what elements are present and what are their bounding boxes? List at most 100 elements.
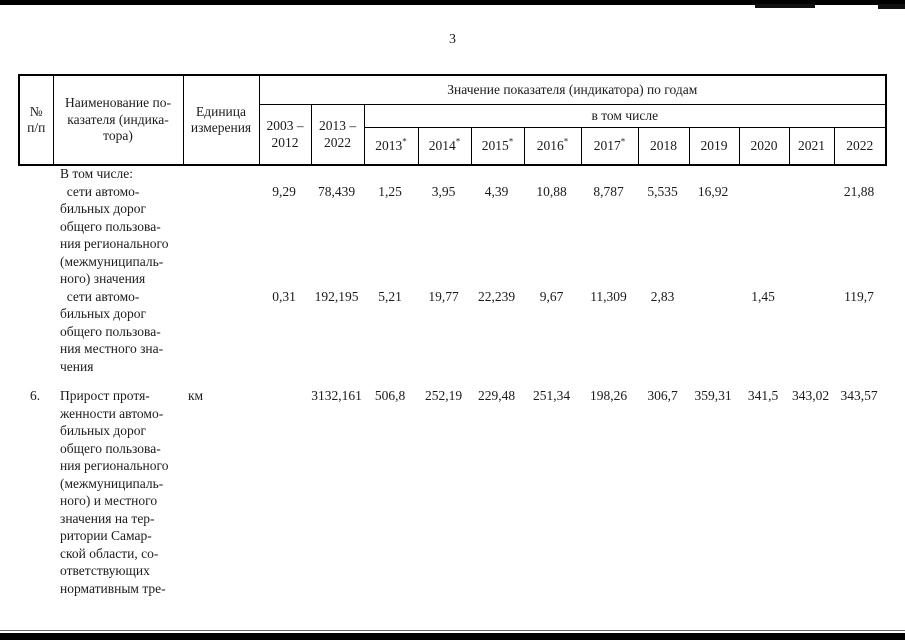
row-num-cell [18, 288, 52, 376]
value-cell [470, 165, 523, 183]
value-cell: 119,7 [844, 288, 874, 304]
header-cell-year-2015: 2015* [470, 127, 525, 166]
scan-edge-bottom-line [0, 630, 905, 631]
value-cell: 11,309 [590, 288, 627, 304]
page-number: 3 [449, 32, 456, 47]
year-label: 2014 [428, 137, 456, 153]
value-cell: 16,92 [697, 183, 729, 199]
value-cell [688, 165, 738, 183]
footnote-asterisk: * [455, 136, 461, 147]
footnote-asterisk: * [402, 136, 407, 147]
row-unit-cell [182, 288, 258, 376]
row-num-cell [18, 183, 52, 288]
header-cell-year-2021: 2021 [788, 127, 835, 166]
value-cell [788, 183, 833, 288]
year-label: 2017 [593, 137, 621, 153]
value-cell [258, 387, 310, 597]
header-cell-year-2019: 2019 [688, 127, 740, 166]
value-cell: 9,29 [272, 183, 296, 199]
footnote-asterisk: * [620, 136, 626, 147]
value-cell [788, 165, 833, 183]
header-cell-unit: Единица измерения [182, 74, 260, 166]
value-cell: 1,25 [378, 183, 402, 199]
table-row-regional-roads: сети автомо- бильных дорог общего пользо… [18, 183, 885, 288]
value-cell: 5,535 [647, 183, 678, 199]
value-cell: 22,239 [477, 288, 516, 304]
value-cell [637, 165, 688, 183]
value-cell: 2,83 [650, 288, 675, 304]
table-row-including-label: В том числе: [18, 165, 885, 183]
value-cell: 19,77 [428, 288, 459, 304]
year-label: 2015 [481, 137, 509, 153]
value-cell [738, 183, 788, 288]
header-cell-including: в том числе [363, 104, 887, 128]
header-cell-period-2003-2012: 2003 – 2012 [258, 104, 312, 166]
indicator-table-header: № п/п Наименование по- казателя (индика-… [18, 74, 888, 166]
value-cell: 229,48 [477, 388, 516, 403]
row-name-cell: сети автомо- бильных дорог общего пользо… [60, 183, 169, 287]
value-cell [258, 165, 310, 183]
value-cell: 341,5 [747, 388, 779, 403]
value-cell [310, 165, 363, 183]
value-cell [363, 165, 417, 183]
value-cell [738, 165, 788, 183]
value-cell: 192,195 [314, 288, 359, 304]
year-label: 2019 [700, 137, 728, 153]
year-label: 2022 [846, 137, 874, 153]
value-cell [788, 288, 833, 376]
header-cell-year-2016: 2016* [523, 127, 582, 166]
table-row-local-roads: сети автомо- бильных дорог общего пользо… [18, 288, 885, 376]
value-cell: 78,439 [317, 183, 356, 199]
header-cell-year-2014: 2014* [417, 127, 472, 166]
value-cell [523, 165, 580, 183]
header-cell-name: Наименование по- казателя (индика- тора) [52, 74, 184, 166]
footnote-asterisk: * [563, 136, 569, 147]
year-label: 2021 [798, 137, 825, 153]
value-cell: 251,34 [532, 388, 571, 403]
row-unit-cell [182, 183, 258, 288]
header-cell-year-2022: 2022 [833, 127, 887, 166]
row-unit-cell: км [188, 388, 204, 403]
row-name-cell: Прирост протя- женности автомо- бильных … [60, 388, 169, 596]
value-cell: 8,787 [593, 183, 624, 199]
header-cell-year-2013: 2013* [363, 127, 419, 166]
row-num-cell: 6. [29, 388, 41, 403]
scan-artifact [755, 4, 815, 8]
value-cell: 10,88 [536, 183, 567, 199]
year-label: 2018 [650, 137, 677, 153]
value-cell: 343,02 [791, 388, 830, 403]
header-cell-period-2013-2022: 2013 – 2022 [310, 104, 365, 166]
value-cell: 506,8 [374, 388, 406, 403]
header-cell-year-2018: 2018 [637, 127, 690, 166]
value-cell: 5,21 [378, 288, 402, 304]
scan-artifact [878, 4, 905, 9]
header-cell-year-2017: 2017* [580, 127, 639, 166]
value-cell [417, 165, 470, 183]
row-name-cell: сети автомо- бильных дорог общего пользо… [60, 288, 164, 374]
value-cell: 9,67 [539, 288, 564, 304]
value-cell: 4,39 [484, 183, 509, 199]
value-cell: 21,88 [843, 183, 875, 199]
row-spacer [18, 375, 885, 387]
row-num-cell [18, 165, 52, 183]
value-cell: 3,95 [431, 183, 456, 199]
scan-edge-bottom [0, 633, 905, 640]
header-cell-num: № п/п [18, 74, 54, 166]
indicator-table-body: В том числе: сети автомо- бильных дорог … [18, 165, 885, 597]
value-cell: 198,26 [589, 388, 628, 403]
header-cell-values-title: Значение показателя (индикатора) по года… [258, 74, 887, 105]
value-cell [688, 288, 738, 376]
value-cell: 343,57 [840, 388, 878, 403]
year-label: 2016 [536, 137, 564, 153]
year-label: 2013 [375, 137, 403, 153]
value-cell [833, 165, 885, 183]
value-cell: 306,7 [647, 388, 678, 403]
table-row-6-length-growth: 6. Прирост протя- женности автомо- бильн… [18, 387, 885, 597]
footnote-asterisk: * [508, 136, 514, 147]
header-cell-year-2020: 2020 [738, 127, 790, 166]
value-cell: 0,31 [272, 288, 296, 304]
value-cell: 1,45 [751, 288, 775, 304]
value-cell [580, 165, 637, 183]
row-name-cell: В том числе: [60, 166, 133, 181]
